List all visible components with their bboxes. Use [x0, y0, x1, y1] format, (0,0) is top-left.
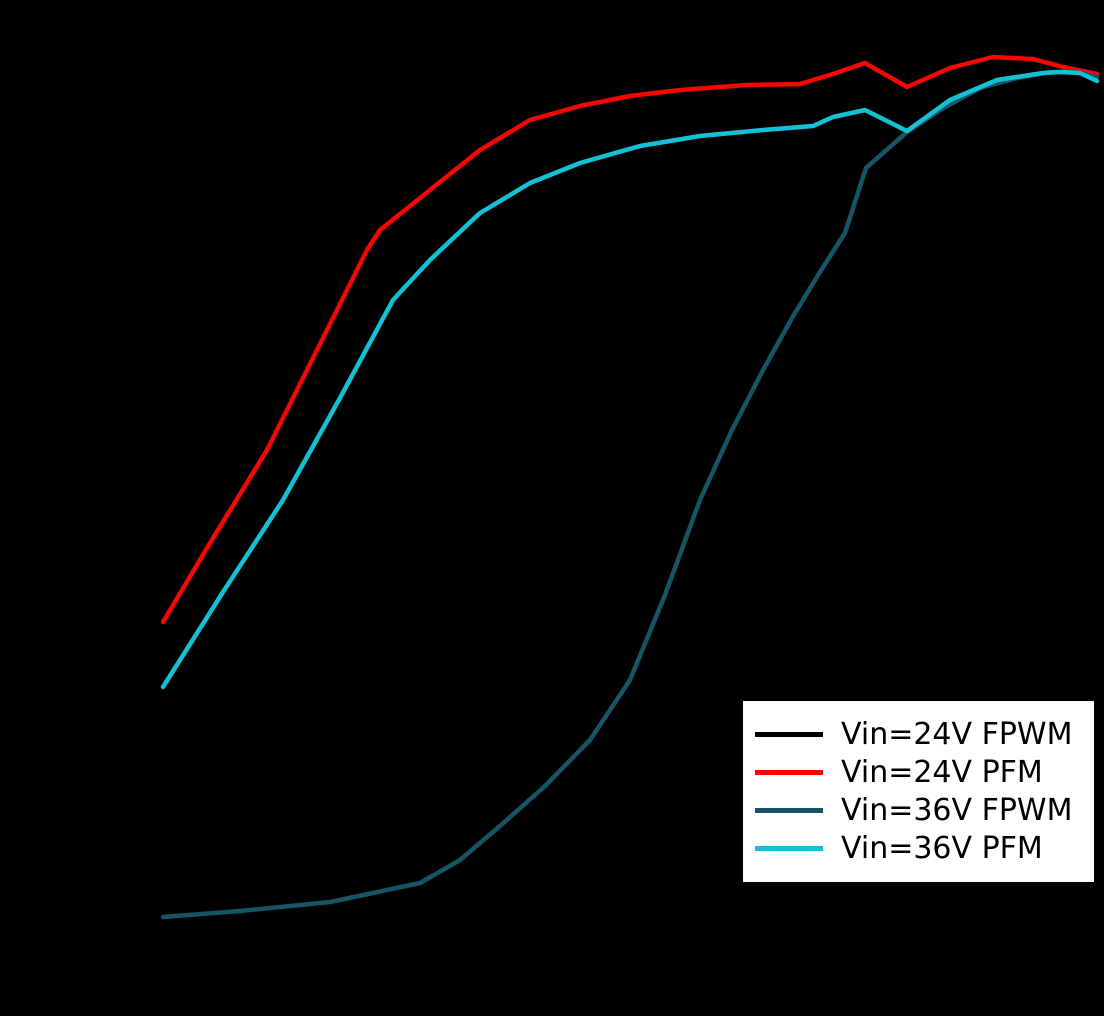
legend-item: Vin=24V PFM: [755, 754, 1094, 792]
legend-item-label: Vin=24V FPWM: [841, 716, 1073, 752]
legend-item-label: Vin=36V FPWM: [841, 792, 1073, 828]
legend-item-label: Vin=36V PFM: [841, 830, 1043, 866]
legend-line-sample-icon: [755, 770, 823, 775]
legend: Vin=24V FPWM Vin=24V PFM Vin=36V FPWM Vi…: [740, 698, 1097, 885]
legend-item: Vin=36V FPWM: [755, 792, 1094, 830]
legend-item: Vin=36V PFM: [755, 830, 1094, 868]
series-line: [160, 54, 1100, 625]
series-line: [160, 69, 1100, 690]
legend-item-label: Vin=24V PFM: [841, 754, 1043, 790]
legend-line-sample-icon: [755, 732, 823, 737]
legend-line-sample-icon: [755, 846, 823, 851]
legend-item: Vin=24V FPWM: [755, 716, 1094, 754]
legend-line-sample-icon: [755, 808, 823, 813]
